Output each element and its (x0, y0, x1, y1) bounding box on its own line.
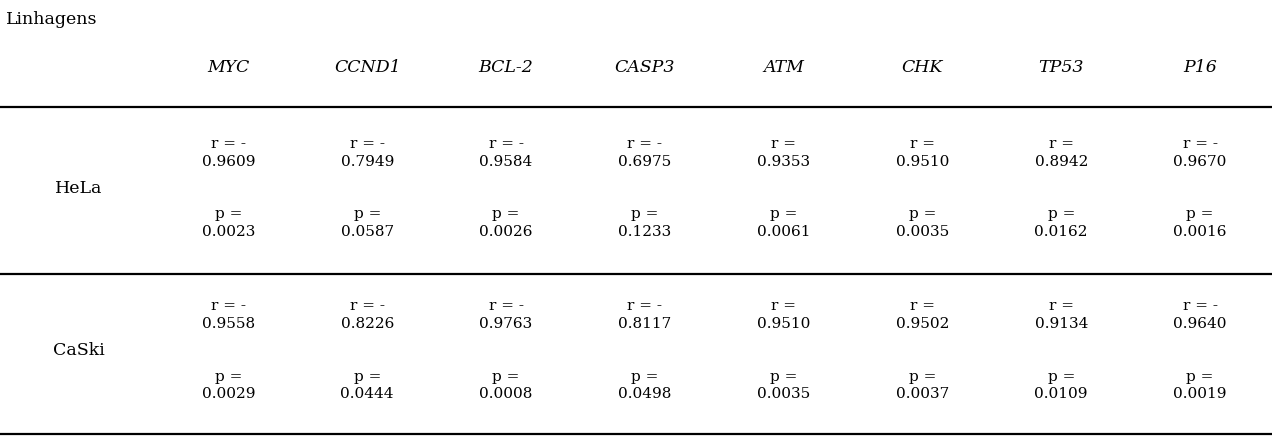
Text: p =
0.0035: p = 0.0035 (895, 208, 949, 239)
Text: p =
0.1233: p = 0.1233 (618, 208, 672, 239)
Text: p =
0.0029: p = 0.0029 (202, 370, 256, 401)
Text: r = -
0.9640: r = - 0.9640 (1173, 300, 1226, 331)
Text: r = -
0.9584: r = - 0.9584 (480, 138, 533, 169)
Text: p =
0.0026: p = 0.0026 (480, 208, 533, 239)
Text: Linhagens: Linhagens (6, 11, 98, 28)
Text: p =
0.0444: p = 0.0444 (341, 370, 394, 401)
Text: r =
0.9353: r = 0.9353 (757, 138, 810, 169)
Text: p =
0.0061: p = 0.0061 (757, 208, 810, 239)
Text: CCND1: CCND1 (333, 60, 401, 76)
Text: P16: P16 (1183, 60, 1217, 76)
Text: r = -
0.8117: r = - 0.8117 (618, 300, 672, 331)
Text: BCL-2: BCL-2 (478, 60, 533, 76)
Text: r = -
0.9763: r = - 0.9763 (480, 300, 533, 331)
Text: r = -
0.9670: r = - 0.9670 (1173, 138, 1226, 169)
Text: p =
0.0035: p = 0.0035 (757, 370, 810, 401)
Text: p =
0.0023: p = 0.0023 (202, 208, 256, 239)
Text: p =
0.0498: p = 0.0498 (618, 370, 672, 401)
Text: r =
0.8942: r = 0.8942 (1034, 138, 1088, 169)
Text: p =
0.0016: p = 0.0016 (1173, 208, 1226, 239)
Text: CASP3: CASP3 (614, 60, 675, 76)
Text: r = -
0.6975: r = - 0.6975 (618, 138, 672, 169)
Text: r = -
0.9558: r = - 0.9558 (202, 300, 254, 331)
Text: r = -
0.7949: r = - 0.7949 (341, 138, 394, 169)
Text: p =
0.0162: p = 0.0162 (1034, 208, 1088, 239)
Text: ATM: ATM (763, 60, 804, 76)
Text: r =
0.9502: r = 0.9502 (895, 300, 949, 331)
Text: p =
0.0109: p = 0.0109 (1034, 370, 1088, 401)
Text: r = -
0.9609: r = - 0.9609 (202, 138, 256, 169)
Text: r =
0.9510: r = 0.9510 (895, 138, 949, 169)
Text: CHK: CHK (902, 60, 943, 76)
Text: MYC: MYC (207, 60, 249, 76)
Text: CaSki: CaSki (53, 342, 104, 359)
Text: TP53: TP53 (1038, 60, 1084, 76)
Text: r = -
0.8226: r = - 0.8226 (341, 300, 394, 331)
Text: r =
0.9134: r = 0.9134 (1034, 300, 1088, 331)
Text: p =
0.0008: p = 0.0008 (480, 370, 533, 401)
Text: r =
0.9510: r = 0.9510 (757, 300, 810, 331)
Text: p =
0.0019: p = 0.0019 (1173, 370, 1226, 401)
Text: p =
0.0037: p = 0.0037 (895, 370, 949, 401)
Text: p =
0.0587: p = 0.0587 (341, 208, 394, 239)
Text: HeLa: HeLa (55, 180, 103, 197)
